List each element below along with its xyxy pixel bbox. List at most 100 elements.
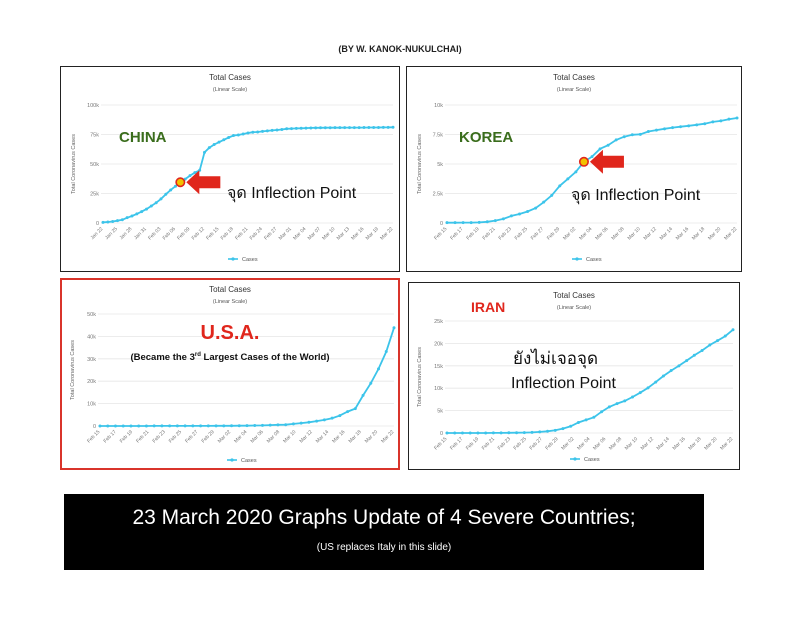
data-point (130, 214, 134, 218)
country-label-usa: U.S.A. (200, 322, 260, 344)
data-point (290, 127, 293, 131)
x-tick-label: Feb 15 (433, 436, 448, 451)
data-point (106, 220, 110, 224)
data-point (191, 424, 195, 428)
data-point (607, 405, 611, 409)
data-point (314, 126, 318, 130)
x-tick-label: Feb 12 (191, 226, 206, 241)
inflection-note-korea: จุด Inflection Point (571, 187, 701, 204)
data-point (236, 133, 240, 137)
x-tick-label: Jan 25 (104, 226, 119, 241)
x-tick-label: Mar 02 (562, 226, 577, 241)
data-point (392, 326, 396, 330)
y-tick-label: 100k (87, 103, 99, 109)
data-point (145, 207, 148, 211)
data-point (493, 219, 497, 223)
x-tick-label: Mar 04 (578, 226, 593, 241)
iran-chart-panel: 0 5k 10k 15k 20k 25k Total Coronavirus Cases Fe… (408, 282, 740, 470)
x-tick-label: Mar 12 (643, 226, 658, 241)
data-point (491, 431, 495, 435)
data-point (307, 420, 311, 424)
data-point (268, 423, 272, 427)
data-point (584, 418, 588, 422)
data-point (164, 192, 168, 196)
data-point (485, 220, 489, 224)
data-point (232, 133, 235, 137)
data-point (207, 146, 211, 150)
data-point (598, 147, 602, 151)
legend-swatch-dot (573, 457, 577, 461)
data-point (113, 424, 117, 428)
data-point (222, 424, 226, 428)
data-point (545, 429, 549, 433)
x-tick-label: Jan 22 (90, 226, 105, 241)
x-tick-label: Feb 19 (465, 436, 480, 451)
data-point (260, 423, 264, 427)
country-label-iran: IRAN (471, 299, 506, 315)
inflection-arrow-icon (186, 170, 221, 195)
data-point (315, 419, 319, 423)
data-point (727, 117, 731, 121)
data-point (357, 126, 361, 130)
data-point (499, 431, 503, 435)
data-point (638, 391, 642, 395)
data-point (569, 424, 573, 428)
x-tick-label: Feb 23 (497, 436, 512, 451)
data-point (111, 219, 115, 223)
legend-label: Cases (241, 458, 257, 464)
x-tick-label: Feb 06 (162, 226, 177, 241)
data-point (280, 127, 284, 131)
x-tick-label: Mar 08 (610, 226, 625, 241)
usa-rank-note-pre: (Became the 3 (130, 352, 195, 364)
data-point (566, 177, 570, 181)
data-point (299, 421, 303, 425)
data-point (654, 128, 658, 132)
data-point (241, 132, 245, 136)
x-tick-label: Mar 20 (707, 226, 722, 241)
y-tick-label: 30k (87, 357, 96, 363)
x-tick-label: Mar 10 (282, 429, 297, 444)
y-tick-label: 25k (90, 192, 99, 198)
inflection-note-china: จุด Inflection Point (227, 185, 357, 202)
x-tick-label: Feb 15 (86, 429, 101, 444)
x-tick-label: Feb 17 (449, 436, 464, 451)
chart-subtitle: (Linear Scale) (556, 87, 592, 93)
x-tick-label: Mar 16 (350, 226, 365, 241)
data-point (654, 380, 658, 384)
x-tick-label: Feb 27 (184, 429, 199, 444)
data-point (362, 126, 366, 130)
data-point (700, 349, 704, 353)
inflection-point-marker (175, 177, 186, 188)
legend-swatch-dot (230, 458, 234, 462)
data-point (361, 393, 365, 397)
data-point (245, 424, 249, 428)
data-point (294, 126, 298, 130)
data-point (333, 126, 337, 130)
y-axis-label: Total Coronavirus Cases (70, 340, 76, 400)
x-tick-label: Mar 16 (672, 436, 687, 451)
x-tick-label: Mar 14 (659, 226, 674, 241)
data-point (590, 155, 594, 159)
data-point (338, 414, 342, 418)
y-tick-label: 5k (437, 162, 443, 168)
legend-swatch-dot (575, 257, 579, 261)
x-tick-label: Mar 16 (675, 226, 690, 241)
data-point (661, 374, 665, 378)
usa-rank-note-sup: rd (194, 352, 201, 358)
data-point (630, 133, 634, 137)
data-point (468, 431, 472, 435)
chart-title: Total Cases (553, 291, 595, 300)
data-point (135, 212, 139, 216)
y-tick-label: 10k (434, 103, 443, 109)
x-tick-label: Mar 18 (348, 429, 363, 444)
iran-note-line2: Inflection Point (511, 375, 616, 392)
data-point (372, 126, 376, 130)
data-point (677, 364, 681, 368)
data-point (708, 343, 712, 347)
data-point (353, 407, 357, 411)
x-tick-label: Feb 27 (528, 436, 543, 451)
x-tick-label: Feb 21 (234, 226, 249, 241)
data-point (518, 212, 521, 216)
data-point (669, 369, 673, 373)
data-point (214, 424, 218, 428)
